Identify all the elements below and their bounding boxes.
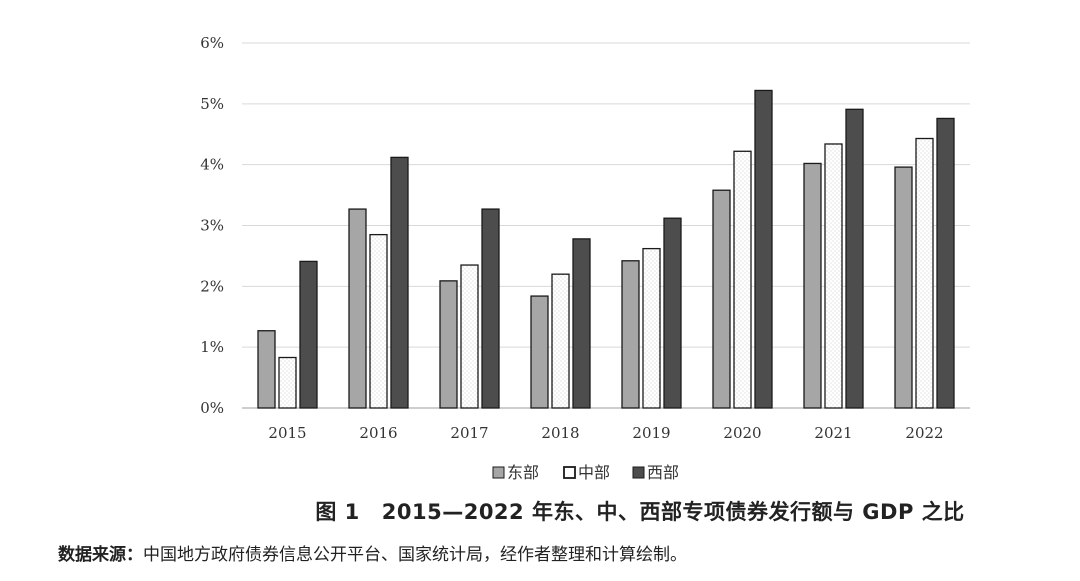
legend-label-central: 中部	[578, 463, 610, 482]
figure-caption: 图 1 2015—2022 年东、中、西部专项债券发行额与 GDP 之比	[0, 496, 1080, 526]
bars	[257, 89, 955, 409]
bar-east-2022	[894, 166, 913, 409]
legend-label-west: 西部	[647, 463, 679, 482]
bar-east-2016	[348, 208, 367, 409]
bar-east-2018	[530, 295, 549, 409]
x-tick-label: 2022	[905, 424, 943, 442]
bar-east-2019	[621, 260, 640, 409]
bar-west-2021	[845, 108, 864, 409]
legend-swatch-east	[492, 466, 505, 479]
legend-swatch-west	[632, 466, 645, 479]
source-label: 数据来源：	[58, 545, 143, 565]
x-tick-label: 2021	[814, 424, 852, 442]
bar-west-2018	[572, 238, 591, 409]
bar-central-2021	[824, 143, 843, 409]
bar-central-2016	[369, 233, 388, 409]
bar-west-2022	[936, 117, 955, 409]
bar-west-2019	[663, 217, 682, 409]
legend-label-east: 东部	[507, 463, 539, 482]
bar-central-2017	[460, 264, 479, 409]
y-tick-label: 0%	[200, 399, 224, 417]
figure-number: 图 1	[315, 500, 360, 524]
source-text: 中国地方政府债券信息公开平台、国家统计局，经作者整理和计算绘制。	[143, 545, 687, 565]
bar-west-2020	[754, 89, 773, 409]
y-tick-label: 4%	[200, 156, 224, 174]
legend-swatch-central	[563, 466, 576, 479]
bar-east-2015	[257, 330, 276, 409]
bar-central-2019	[642, 247, 661, 409]
x-axis: 2015 2016 2017 2018 2019 2020 2021 2022	[268, 424, 943, 442]
y-tick-label: 1%	[200, 338, 224, 356]
y-tick-label: 6%	[200, 34, 224, 52]
bar-west-2017	[481, 208, 500, 409]
x-tick-label: 2016	[359, 424, 397, 442]
y-tick-label: 2%	[200, 277, 224, 295]
bar-east-2020	[712, 189, 731, 409]
x-tick-label: 2015	[268, 424, 306, 442]
chart-title: 2015—2022 年东、中、西部专项债券发行额与 GDP 之比	[381, 500, 965, 524]
x-tick-label: 2020	[723, 424, 761, 442]
data-source: 数据来源：中国地方政府债券信息公开平台、国家统计局，经作者整理和计算绘制。	[58, 540, 687, 565]
bar-central-2018	[551, 273, 570, 409]
y-tick-label: 5%	[200, 95, 224, 113]
bar-east-2021	[803, 162, 822, 409]
y-tick-label: 3%	[200, 217, 224, 235]
bar-central-2022	[915, 137, 934, 409]
bar-chart: 0%1%2%3%4%5%6% 2015 2016 2017 2018 2019 2020 2…	[200, 34, 970, 482]
x-tick-label: 2017	[450, 424, 488, 442]
bar-west-2015	[299, 260, 318, 409]
y-axis: 0% 1% 2% 3% 4% 5% 6%	[200, 34, 224, 417]
legend: 东部 中部 西部	[492, 463, 679, 482]
bar-east-2017	[439, 280, 458, 409]
bar-central-2015	[278, 356, 297, 409]
x-tick-label: 2019	[632, 424, 670, 442]
bar-central-2020	[733, 150, 752, 409]
bar-west-2016	[390, 156, 409, 409]
x-tick-label: 2018	[541, 424, 579, 442]
